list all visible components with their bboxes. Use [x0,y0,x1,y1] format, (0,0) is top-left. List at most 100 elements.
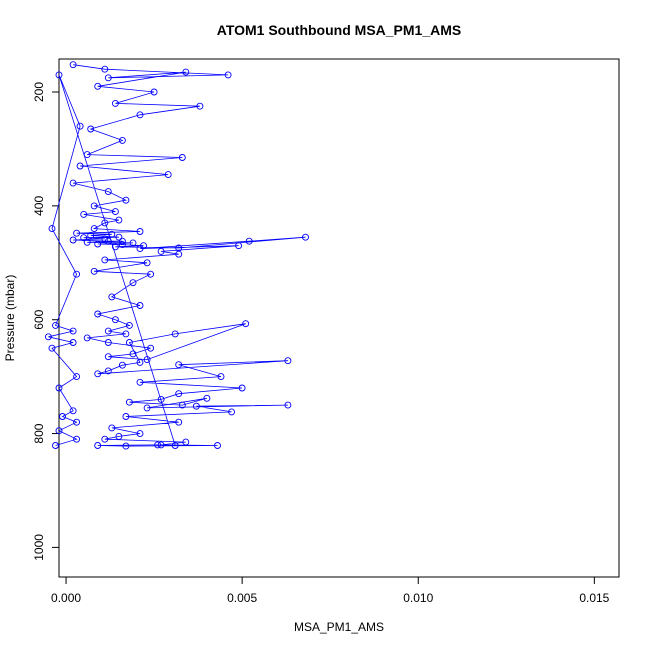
data-point [73,229,81,237]
data-point [171,442,179,449]
data-point [73,435,81,443]
data-point [147,344,155,352]
data-point [175,390,183,398]
data-point [238,384,246,392]
data-point [55,71,63,79]
data-point [59,413,66,420]
data-point [245,237,253,245]
data-point [235,242,243,250]
y-tick-label: 200 [32,82,46,102]
data-point [217,373,225,381]
data-point [94,240,102,248]
data-point [125,321,133,329]
data-point [101,219,109,227]
data-point [284,357,292,365]
y-tick-label: 1000 [32,534,46,561]
data-point [76,162,84,170]
data-point [90,267,98,275]
data-point [73,270,81,278]
data-point [118,241,126,249]
data-point [214,442,221,449]
data-point [94,442,102,449]
data-point [118,237,126,245]
data-point [143,356,151,364]
data-point [115,233,123,241]
data-point [69,339,77,346]
y-tick-label: 600 [32,309,46,329]
data-point [122,413,130,420]
data-point [136,430,144,438]
data-point [83,238,91,246]
data-point [125,398,133,406]
data-point [48,225,56,233]
data-point [104,367,112,375]
data-point [55,384,63,392]
data-point [101,256,109,264]
data-point [136,358,144,366]
data-point [164,171,172,179]
data-point [228,408,236,416]
data-point [154,441,162,449]
data-point [143,404,151,412]
data-point [175,250,183,258]
data-point [104,74,112,82]
data-point [80,234,88,242]
data-point [136,245,144,253]
data-point [136,111,144,119]
data-point [69,236,77,244]
data-point [118,136,126,144]
data-point [118,361,126,369]
y-axis-label: Pressure (mbar) [3,275,17,362]
data-point [157,395,165,403]
data-point [94,310,102,318]
data-point [48,344,56,352]
data-point [104,339,112,346]
data-point [44,333,52,341]
data-point [101,435,109,443]
data-point [157,441,165,449]
data-point [115,432,123,440]
data-point [129,239,137,247]
data-point [87,125,95,133]
data-point [101,65,109,73]
data-point [122,330,130,338]
data-point [242,320,250,328]
data-point [157,247,165,255]
data-point [73,418,81,426]
data-point [73,373,81,381]
data-point [143,259,151,267]
data-point [175,361,183,369]
data-point [175,418,183,426]
data-point [90,225,98,233]
data-point [111,243,119,251]
y-axis: 200 400 600 800 1000 [32,82,60,561]
data-point [90,202,98,210]
data-point [108,230,116,238]
y-tick-label: 800 [32,423,46,443]
data-point [108,424,116,432]
data-point [122,196,130,204]
data-point [80,210,88,218]
data-point [182,438,190,446]
data-point [94,370,102,378]
data-point [55,427,63,435]
data-point [104,188,112,196]
data-point [196,102,204,110]
data-point [182,68,190,76]
x-tick-label: 0.010 [403,591,433,605]
data-point [104,237,112,245]
data-point [52,442,59,449]
data-point [111,208,119,216]
data-point [284,401,292,409]
chart-title: ATOM1 Southbound MSA_PM1_AMS [217,22,461,38]
data-point [104,327,112,335]
data-point [192,402,200,410]
data-point [108,293,116,301]
data-point [111,99,119,107]
data-point [136,378,144,386]
data-point [178,154,186,161]
series-line [48,64,306,447]
data-point [203,394,211,402]
series-layer [44,61,309,450]
x-axis: 0.000 0.005 0.010 0.015 [51,576,610,605]
